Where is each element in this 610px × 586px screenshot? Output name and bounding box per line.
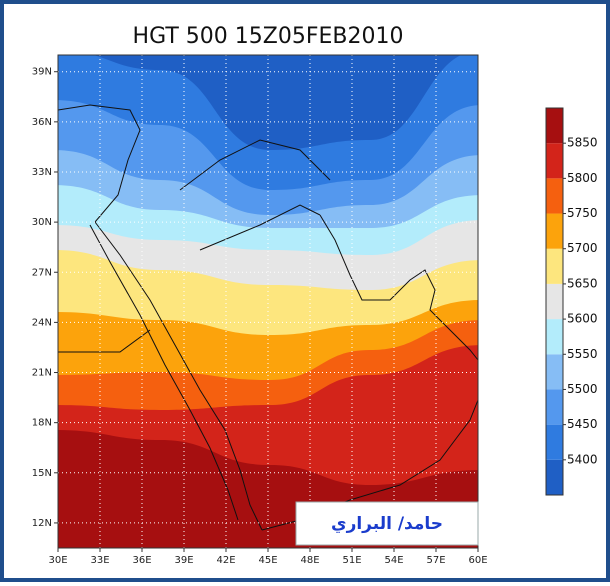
x-tick-label: 30E bbox=[48, 555, 67, 566]
x-tick-label: 48E bbox=[300, 555, 319, 566]
colorbar-box bbox=[546, 319, 563, 355]
y-tick-label: 39N bbox=[32, 67, 52, 78]
colorbar-label: 5850 bbox=[567, 136, 598, 150]
colorbar-label: 5400 bbox=[567, 452, 598, 466]
colorbar-label: 5700 bbox=[567, 241, 598, 255]
colorbar-box bbox=[546, 354, 563, 390]
colorbar-label: 5750 bbox=[567, 206, 598, 220]
y-tick-label: 30N bbox=[32, 217, 52, 228]
map-title: HGT 500 15Z05FEB2010 bbox=[133, 24, 404, 49]
x-tick-label: 60E bbox=[468, 555, 487, 566]
colorbar-box bbox=[546, 459, 563, 495]
credit-text: حامد/ البراري bbox=[331, 514, 443, 534]
colorbar-label: 5550 bbox=[567, 347, 598, 361]
colorbar-box bbox=[546, 389, 563, 425]
red-sea-east-coast bbox=[94, 221, 263, 531]
y-tick-label: 18N bbox=[32, 418, 52, 429]
colorbar-label: 5500 bbox=[567, 382, 598, 396]
y-tick-label: 21N bbox=[32, 368, 52, 379]
red-sea-west-coast bbox=[89, 224, 239, 521]
contour-fill bbox=[58, 55, 478, 548]
y-tick-label: 36N bbox=[32, 117, 52, 128]
y-tick-label: 33N bbox=[32, 167, 52, 178]
y-tick-label: 12N bbox=[32, 518, 52, 529]
x-tick-label: 33E bbox=[90, 555, 109, 566]
colorbar-box bbox=[546, 143, 563, 179]
colorbar-label: 5450 bbox=[567, 417, 598, 431]
colorbar-box bbox=[546, 108, 563, 144]
colorbar-box bbox=[546, 178, 563, 214]
x-tick-label: 45E bbox=[258, 555, 277, 566]
colorbar-frame bbox=[545, 107, 564, 496]
x-tick-label: 54E bbox=[384, 555, 403, 566]
colorbar-label: 5650 bbox=[567, 276, 598, 290]
x-tick-label: 57E bbox=[426, 555, 445, 566]
x-tick-label: 36E bbox=[132, 555, 151, 566]
colorbar-box bbox=[546, 213, 563, 249]
y-tick-label: 15N bbox=[32, 468, 52, 479]
x-tick-label: 51E bbox=[342, 555, 361, 566]
colorbar-label: 5600 bbox=[567, 312, 598, 326]
x-tick-label: 39E bbox=[174, 555, 193, 566]
credit-box bbox=[295, 501, 479, 546]
colorbar-label: 5800 bbox=[567, 171, 598, 185]
levant-coast bbox=[58, 104, 141, 223]
colorbar-box bbox=[546, 283, 563, 320]
colorbar-box bbox=[546, 248, 563, 284]
x-tick-label: 42E bbox=[216, 555, 235, 566]
y-tick-label: 27N bbox=[32, 267, 52, 278]
y-tick-label: 24N bbox=[32, 317, 52, 328]
colorbar-box bbox=[546, 424, 563, 460]
gulf-coast bbox=[319, 214, 478, 361]
